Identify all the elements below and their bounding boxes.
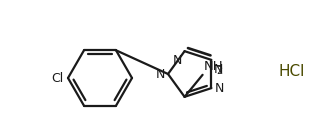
Text: Cl: Cl xyxy=(51,71,63,84)
Text: N: N xyxy=(214,82,224,95)
Text: NH: NH xyxy=(203,60,223,73)
Text: HCl: HCl xyxy=(278,64,304,79)
Text: 2: 2 xyxy=(216,66,223,76)
Text: N: N xyxy=(213,63,223,76)
Text: N: N xyxy=(173,54,182,67)
Text: N: N xyxy=(156,68,165,82)
